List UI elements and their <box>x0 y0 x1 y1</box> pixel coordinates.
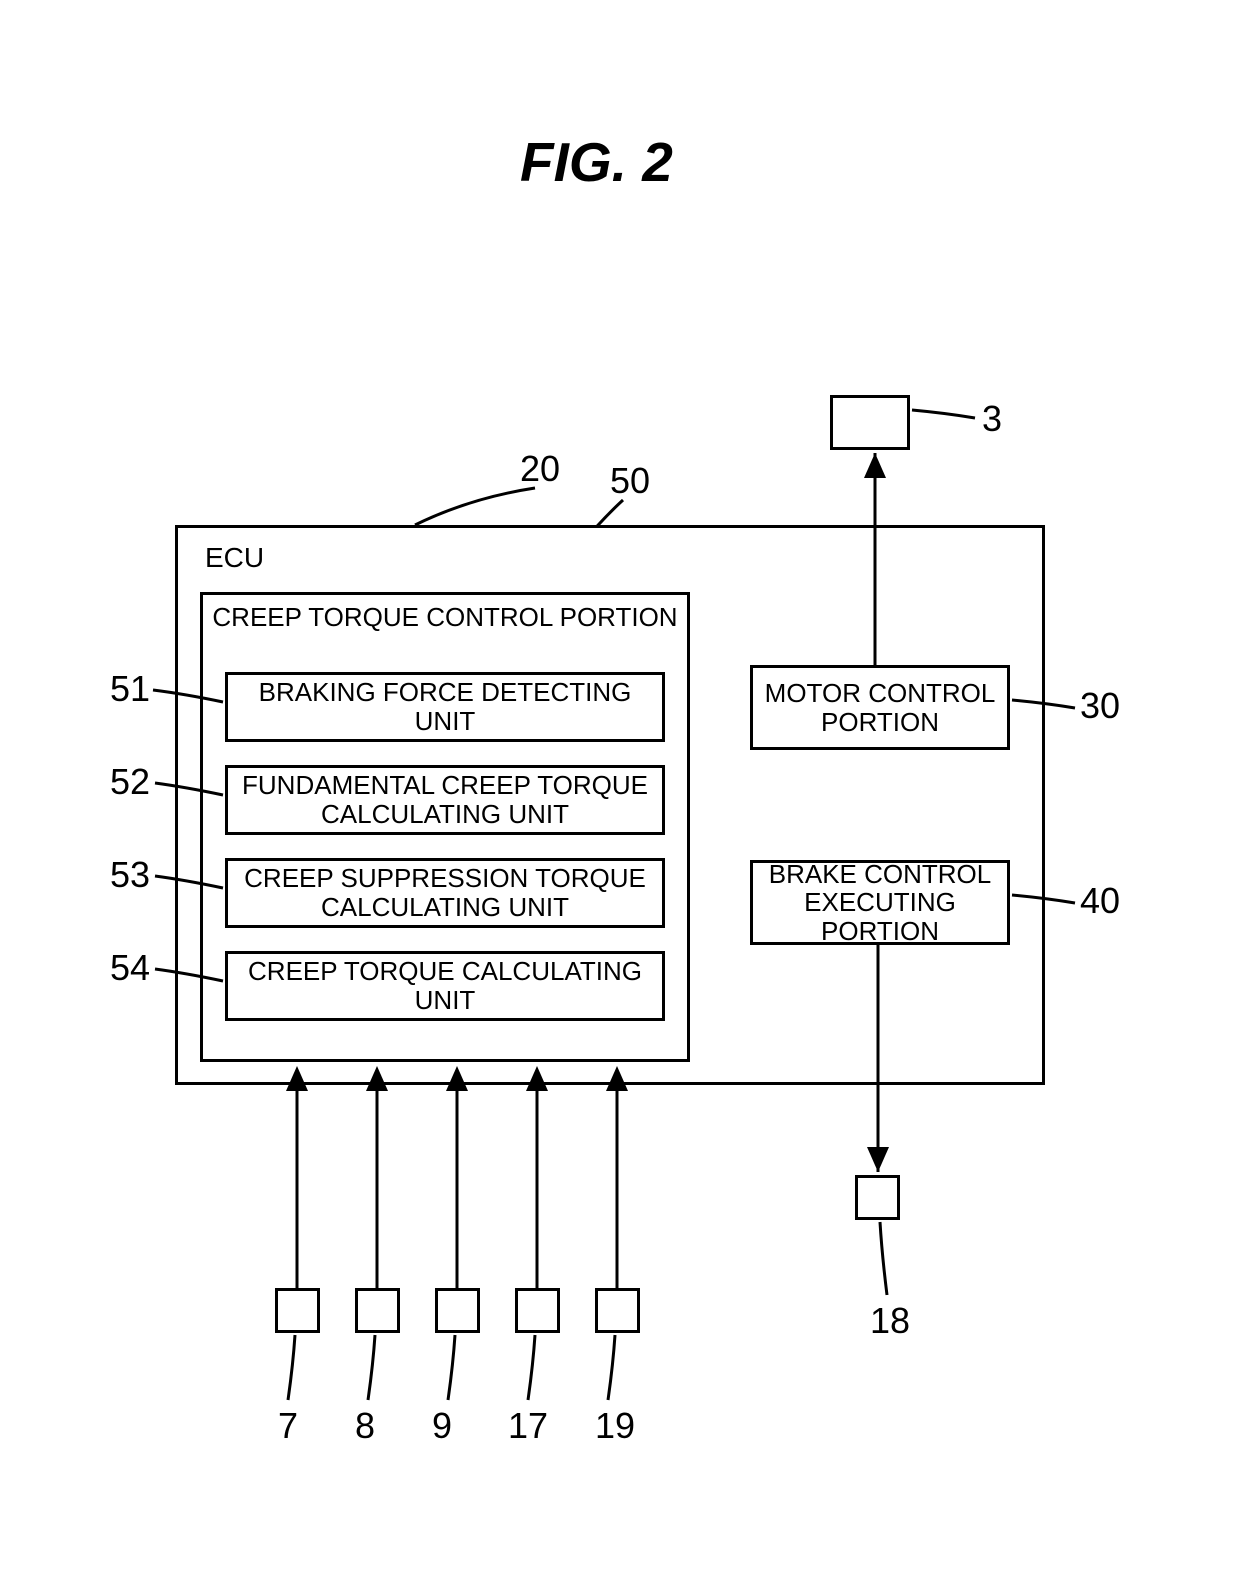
lead-19 <box>0 0 1240 1593</box>
ref-19: 19 <box>595 1405 635 1447</box>
diagram-page: FIG. 2 20 50 3 ECU CREEP TORQUE CONTROL … <box>0 0 1240 1593</box>
